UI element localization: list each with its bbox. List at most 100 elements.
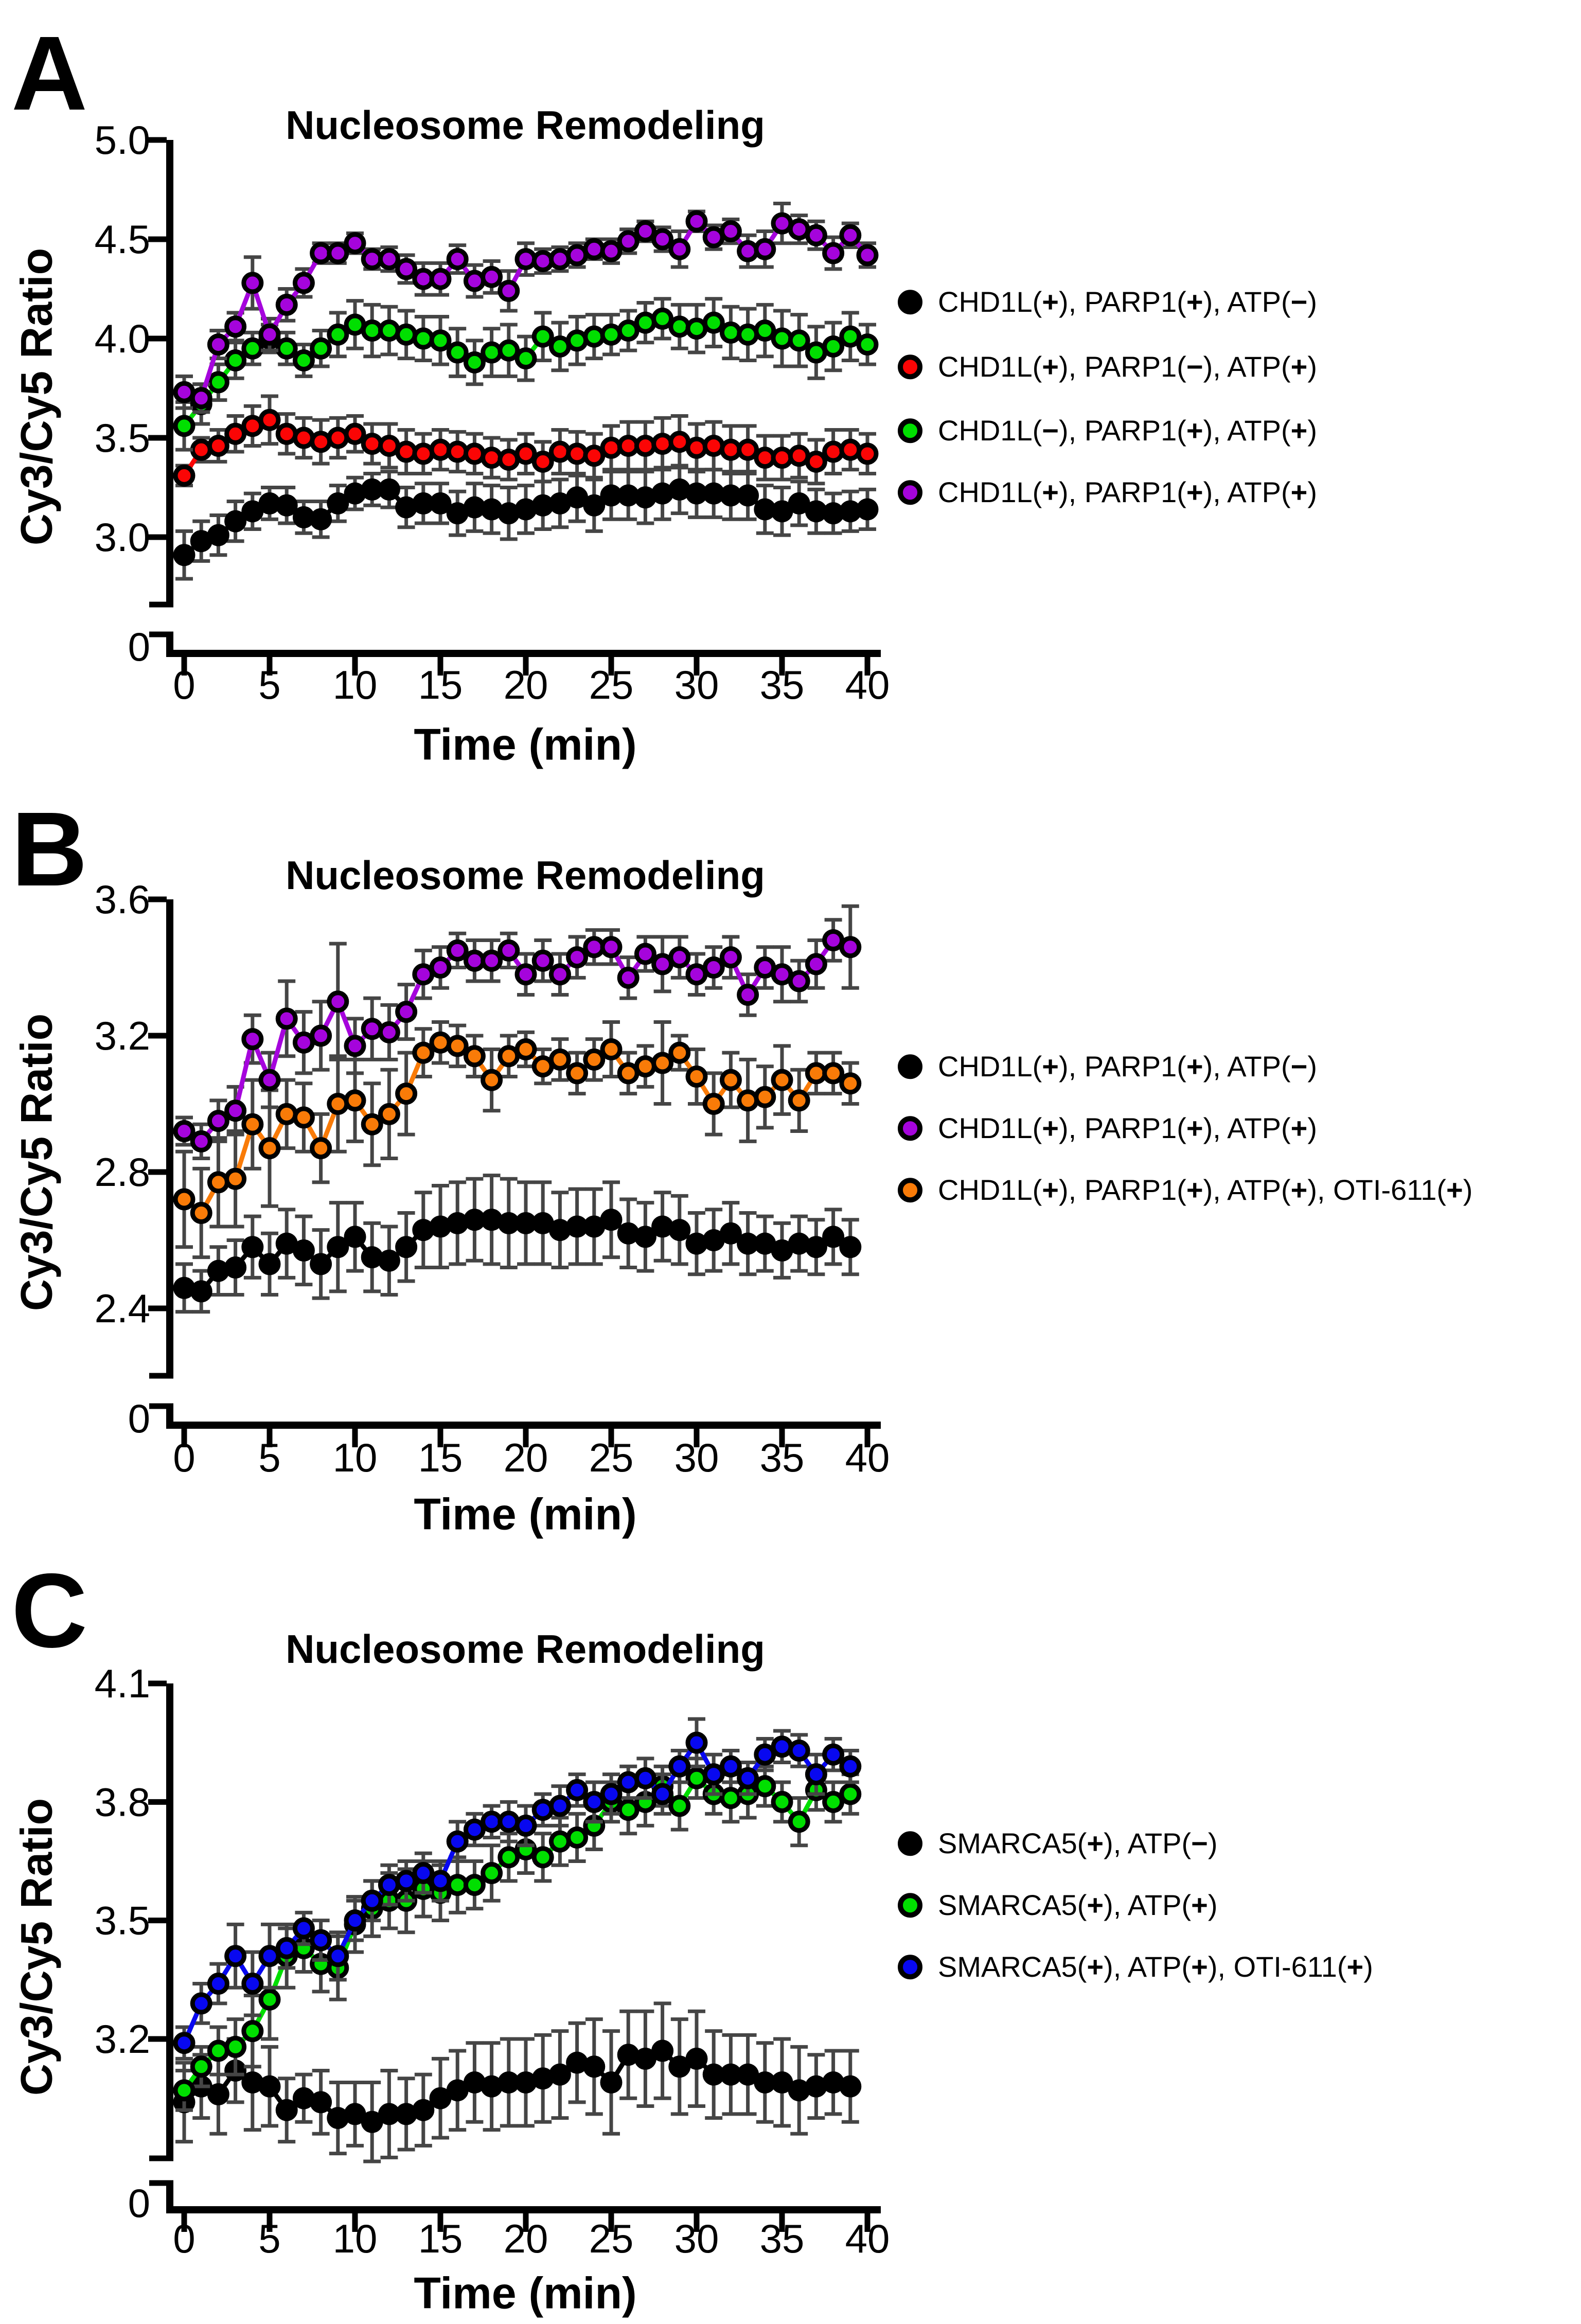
data-point — [600, 323, 623, 346]
data-point — [788, 1089, 810, 1112]
data-point — [600, 936, 623, 959]
data-point — [429, 1031, 452, 1054]
data-point — [258, 1137, 281, 1160]
chart-title-a: Nucleosome Remodeling — [286, 102, 765, 148]
data-point — [822, 1062, 845, 1085]
legend-item: CHD1L(+), PARP1(+), ATP(+) — [898, 1112, 1317, 1144]
data-point — [822, 1743, 845, 1766]
data-point — [258, 1253, 281, 1275]
data-point — [463, 442, 486, 465]
data-point — [429, 268, 452, 290]
data-point — [754, 1743, 776, 1766]
data-point — [651, 1783, 674, 1805]
data-point — [173, 464, 196, 487]
data-point — [395, 496, 418, 519]
data-point — [651, 307, 674, 330]
legend-item: CHD1L(+), PARP1(+), ATP(+), OTI-611(+) — [898, 1174, 1472, 1206]
data-point — [702, 956, 725, 979]
data-point — [378, 478, 400, 501]
data-point — [651, 2039, 674, 2062]
data-point — [292, 2087, 315, 2109]
data-point — [617, 484, 639, 507]
y-tick-label: 3.2 — [95, 2016, 150, 2062]
data-point — [805, 450, 827, 473]
data-point — [224, 1099, 247, 1122]
data-point — [258, 1069, 281, 1091]
data-point — [788, 1232, 810, 1255]
x-tick-label: 40 — [845, 1435, 890, 1480]
data-point — [310, 1137, 332, 1160]
data-point — [548, 1795, 571, 1817]
data-point — [548, 2063, 571, 2086]
data-point — [805, 1763, 827, 1786]
x-tick-label: 30 — [674, 662, 719, 707]
data-point — [634, 434, 656, 457]
data-point — [190, 438, 212, 461]
data-point — [788, 970, 810, 992]
data-point — [685, 1066, 708, 1088]
data-point — [344, 1035, 366, 1057]
x-tick-label: 40 — [845, 2216, 890, 2261]
data-point — [292, 427, 315, 449]
data-point — [822, 2071, 845, 2094]
data-point — [344, 1089, 366, 1112]
data-point — [651, 1052, 674, 1074]
data-point — [463, 496, 486, 519]
data-point — [190, 1280, 212, 1303]
data-point — [327, 990, 349, 1013]
legend-label: SMARCA5(+), ATP(+), OTI-611(+) — [938, 1950, 1373, 1983]
legend-item: CHD1L(+), PARP1(+), ATP(+) — [898, 476, 1317, 508]
data-point — [617, 1799, 639, 1821]
x-tick-label: 5 — [258, 662, 280, 707]
data-point — [292, 1917, 315, 1940]
data-point — [275, 2099, 298, 2121]
x-tick-label: 10 — [333, 662, 378, 707]
data-point — [719, 946, 742, 969]
data-point — [617, 230, 639, 253]
data-point — [617, 1222, 639, 1245]
data-point — [668, 478, 691, 501]
data-point — [275, 337, 298, 360]
data-point — [719, 220, 742, 243]
data-point — [719, 321, 742, 344]
y-tick-label: 3.6 — [95, 877, 150, 922]
data-point — [207, 1973, 229, 1995]
data-point — [190, 1992, 212, 2015]
data-point — [771, 447, 793, 469]
data-point — [327, 242, 349, 264]
data-point — [702, 311, 725, 334]
data-point — [241, 500, 264, 523]
legend-item: CHD1L(+), PARP1(−), ATP(+) — [898, 351, 1317, 383]
x-tick-label: 0 — [173, 1435, 195, 1480]
data-point — [275, 1937, 298, 1959]
data-point — [481, 447, 503, 469]
legend-item: SMARCA5(+), ATP(−) — [898, 1828, 1218, 1859]
data-point — [668, 1795, 691, 1817]
legend-label: CHD1L(+), PARP1(+), ATP(−) — [938, 286, 1318, 318]
chart-title-c: Nucleosome Remodeling — [286, 1626, 765, 1672]
x-tick-label: 25 — [589, 1435, 634, 1480]
panel-letter-a: A — [11, 14, 87, 132]
x-tick-label: 5 — [258, 1435, 280, 1480]
legend-label: CHD1L(+), PARP1(+), ATP(+), OTI-611(+) — [938, 1174, 1473, 1207]
data-point — [258, 409, 281, 431]
data-point — [310, 1253, 332, 1275]
data-point — [514, 1038, 537, 1060]
data-point — [429, 1215, 452, 1238]
data-point — [412, 1219, 435, 1241]
data-point — [514, 1814, 537, 1837]
data-point — [839, 438, 862, 461]
data-point — [241, 2020, 264, 2043]
legend-marker-purple-circle — [898, 1116, 922, 1141]
x-tick-label: 0 — [173, 662, 195, 707]
data-point — [224, 1256, 247, 1279]
data-point — [412, 1041, 435, 1064]
data-point — [754, 1086, 776, 1108]
data-point — [395, 2103, 418, 2125]
data-point — [737, 484, 759, 507]
legend-label: SMARCA5(+), ATP(+) — [938, 1889, 1218, 1922]
data-point — [531, 325, 554, 348]
y-origin-label: 0 — [128, 2180, 150, 2226]
data-point — [788, 1811, 810, 1833]
